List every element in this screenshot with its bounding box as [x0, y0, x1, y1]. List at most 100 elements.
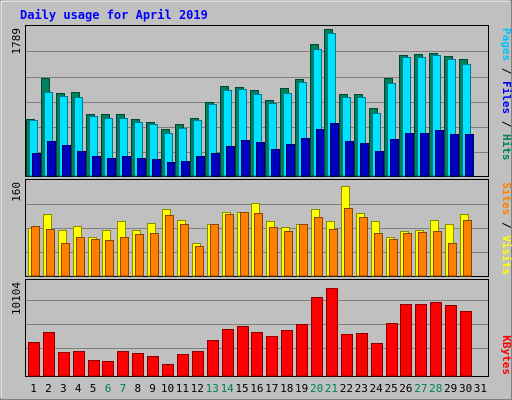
bar-kbytes-day-22 [341, 334, 353, 377]
bar-sites-day-5 [91, 239, 100, 277]
bar-kbytes-day-20 [311, 297, 323, 377]
bar-sites-day-22 [344, 208, 353, 277]
bar-sites-day-13 [210, 224, 219, 277]
bar-sites-day-11 [180, 224, 189, 277]
bar-pages-day-5 [92, 156, 101, 177]
bar-sites-day-14 [225, 214, 234, 277]
bar-kbytes-day-23 [356, 333, 368, 377]
x-tick-label-11: 11 [176, 382, 189, 395]
x-tick-label-17: 17 [265, 382, 278, 395]
legend-kbytes: KBytes [500, 335, 512, 375]
bar-pages-day-19 [301, 138, 310, 177]
bar-pages-day-3 [62, 145, 71, 177]
legend-hits-panel: Pages / Files / Hits [500, 28, 512, 161]
bar-kbytes-day-6 [102, 361, 114, 377]
legend-kbytes-panel: KBytes [500, 335, 512, 375]
bar-sites-day-17 [269, 227, 278, 277]
x-tick-label-15: 15 [235, 382, 248, 395]
bar-sites-day-19 [299, 224, 308, 277]
bar-pages-day-4 [77, 151, 86, 177]
bar-kbytes-day-8 [132, 353, 144, 377]
bar-pages-day-6 [107, 158, 116, 177]
ymax-label-visits: 160 [10, 182, 23, 202]
bar-kbytes-day-13 [207, 340, 219, 377]
x-tick-label-6: 6 [105, 382, 112, 395]
x-tick-label-21: 21 [325, 382, 338, 395]
x-tick-label-25: 25 [384, 382, 397, 395]
bar-kbytes-day-4 [73, 351, 85, 377]
x-tick-label-10: 10 [161, 382, 174, 395]
bar-kbytes-day-3 [58, 352, 70, 377]
x-tick-label-30: 30 [459, 382, 472, 395]
bar-pages-day-21 [330, 123, 339, 177]
bar-pages-day-20 [316, 129, 325, 177]
bar-pages-day-29 [450, 134, 459, 177]
x-tick-label-22: 22 [340, 382, 353, 395]
chart-title: Daily usage for April 2019 [20, 8, 208, 22]
bar-kbytes-day-25 [386, 323, 398, 377]
bar-pages-day-1 [32, 153, 41, 177]
bar-sites-day-21 [329, 229, 338, 277]
x-tick-label-1: 1 [30, 382, 37, 395]
bar-pages-day-28 [435, 130, 444, 177]
bar-kbytes-day-2 [43, 332, 55, 377]
bar-sites-day-29 [448, 243, 457, 277]
bar-kbytes-day-30 [460, 311, 472, 377]
x-tick-label-26: 26 [399, 382, 412, 395]
bar-sites-day-10 [165, 215, 174, 277]
x-tick-label-5: 5 [90, 382, 97, 395]
bar-sites-day-7 [120, 237, 129, 277]
bar-kbytes-day-27 [415, 304, 427, 377]
x-tick-labels: 1 2 3 4 5 6 7 8 9 10 11 12 13 14 15 16 17 18 19 20 21 22 23 24 2… [30, 382, 487, 395]
bar-sites-day-26 [403, 233, 412, 277]
legend-sep-2: / [500, 114, 512, 134]
bar-sites-day-28 [433, 231, 442, 277]
x-tick-label-27: 27 [414, 382, 427, 395]
x-tick-label-24: 24 [369, 382, 383, 395]
bar-kbytes-day-1 [28, 342, 40, 377]
bar-sites-day-24 [374, 233, 383, 277]
ymax-label-hits: 1789 [10, 28, 23, 55]
bars-kbytes-panel [28, 288, 472, 377]
bar-sites-day-6 [105, 240, 114, 277]
bar-sites-day-12 [195, 246, 204, 277]
bar-sites-day-15 [240, 212, 249, 277]
legend-sites: Sites [500, 182, 512, 215]
bar-kbytes-day-29 [445, 305, 457, 377]
bar-pages-day-30 [465, 134, 474, 177]
bar-sites-day-4 [76, 237, 85, 277]
legend-files: Files [500, 81, 512, 114]
x-tick-label-13: 13 [206, 382, 219, 395]
x-tick-label-3: 3 [60, 382, 67, 395]
bar-kbytes-day-26 [400, 304, 412, 377]
bar-pages-day-25 [390, 139, 399, 177]
x-tick-label-20: 20 [310, 382, 323, 395]
bar-pages-day-7 [122, 156, 131, 177]
bar-kbytes-day-15 [237, 326, 249, 377]
bar-pages-day-11 [181, 161, 190, 177]
bar-kbytes-day-19 [296, 324, 308, 377]
bar-sites-day-23 [359, 217, 368, 277]
bar-pages-day-16 [256, 142, 265, 177]
legend-sep-3: / [500, 215, 512, 235]
legend-pages: Pages [500, 28, 512, 61]
x-tick-label-9: 9 [149, 382, 156, 395]
bar-pages-day-13 [211, 153, 220, 177]
bar-kbytes-day-16 [251, 332, 263, 377]
bar-kbytes-day-10 [162, 364, 174, 377]
bar-pages-day-8 [137, 158, 146, 177]
bar-sites-day-1 [31, 226, 40, 277]
bar-pages-day-26 [405, 133, 414, 177]
ymax-label-kbytes: 10104 [10, 282, 23, 315]
bar-sites-day-8 [135, 234, 144, 277]
bar-pages-day-2 [47, 141, 56, 177]
x-tick-label-12: 12 [191, 382, 204, 395]
bar-sites-day-16 [254, 213, 263, 277]
bar-kbytes-day-17 [266, 336, 278, 377]
bars-visits-panel [28, 186, 472, 277]
x-tick-label-23: 23 [355, 382, 368, 395]
bar-sites-day-18 [284, 231, 293, 277]
x-tick-label-7: 7 [120, 382, 127, 395]
bar-sites-day-20 [314, 217, 323, 277]
